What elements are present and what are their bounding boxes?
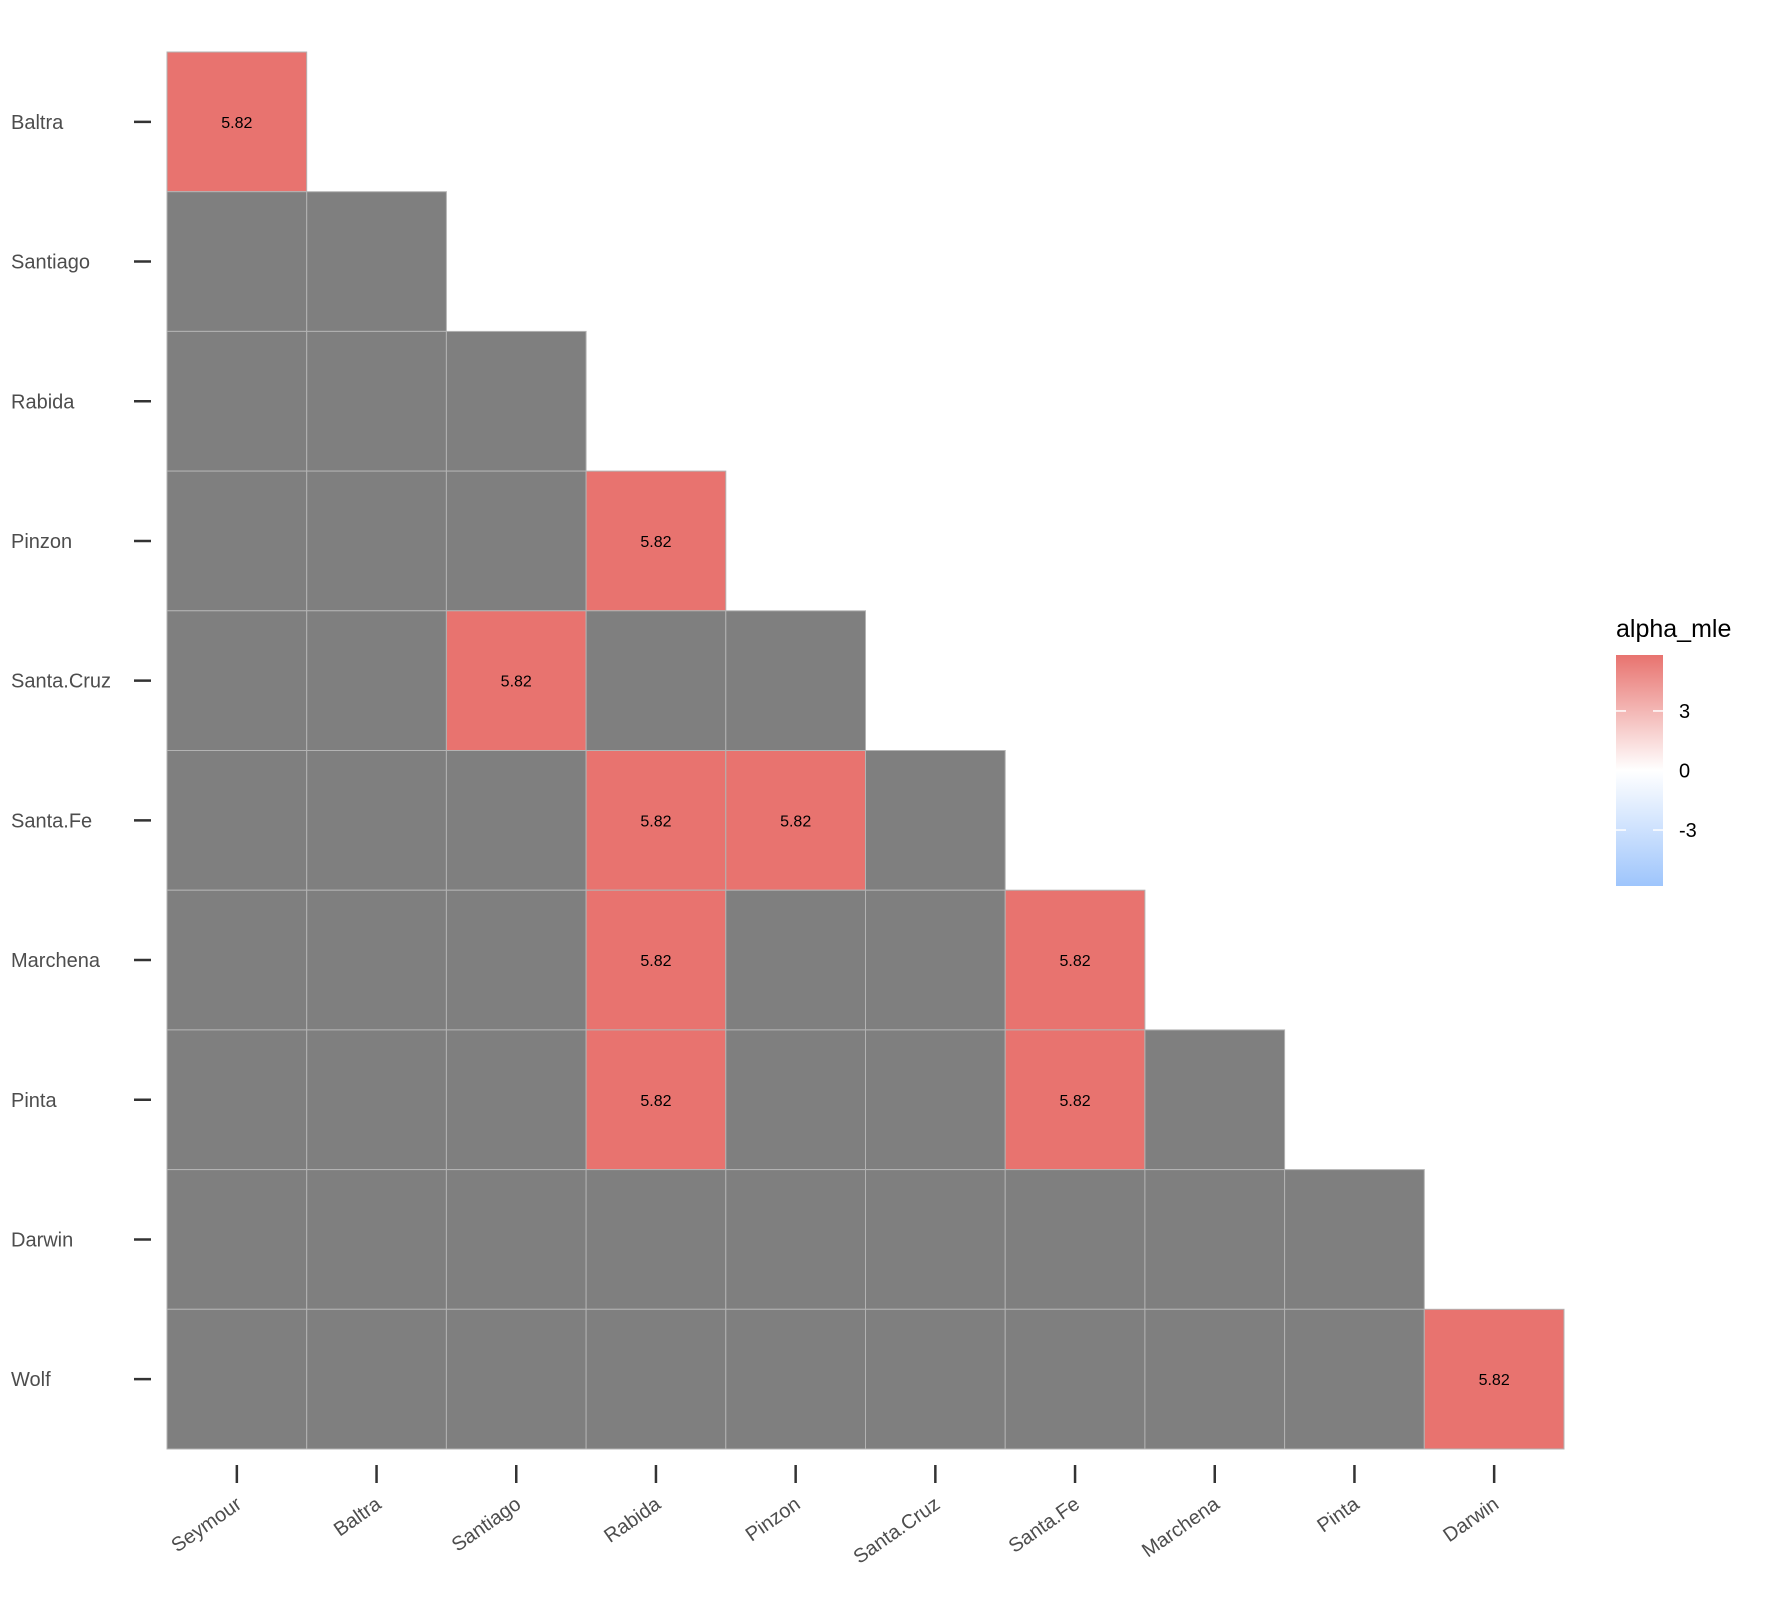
heatmap-cell — [166, 610, 308, 751]
heatmap-cell — [585, 889, 727, 1031]
y-tick-label: Darwin — [11, 1229, 73, 1251]
cell-value-label: 5.82 — [1479, 1372, 1510, 1389]
y-tick-label: Santa.Fe — [11, 810, 92, 832]
heatmap-cell — [306, 1029, 447, 1171]
heatmap-cell — [585, 750, 727, 891]
heatmap-cell — [725, 610, 866, 751]
heatmap-cell — [166, 470, 308, 612]
heatmap-cell — [445, 889, 587, 1031]
y-tick-label: Santa.Cruz — [11, 671, 111, 693]
heatmap-cell — [865, 1029, 1006, 1171]
heatmap-cell — [1423, 1308, 1565, 1450]
heatmap-cell — [166, 750, 308, 891]
heatmap-cell — [306, 1308, 447, 1450]
y-tick-label: Santiago — [11, 252, 90, 274]
x-tick-label: Baltra — [330, 1493, 386, 1541]
heatmap-cell — [1144, 1029, 1286, 1171]
heatmap-cell — [445, 470, 587, 612]
heatmap-cell — [865, 1308, 1006, 1450]
heatmap-cell — [166, 1029, 308, 1171]
cell-value-label: 5.82 — [1059, 953, 1090, 970]
heatmap-cell — [445, 330, 587, 472]
y-tick-label: Marchena — [11, 950, 101, 972]
heatmap-cell — [585, 1169, 727, 1310]
y-tick-label: Wolf — [11, 1369, 51, 1391]
legend-tick-label: 3 — [1679, 701, 1690, 723]
heatmap-cell — [166, 889, 308, 1031]
heatmap-cell — [306, 470, 447, 612]
heatmap-cell — [865, 750, 1006, 891]
heatmap-cell — [306, 330, 447, 472]
heatmap-cell — [445, 1169, 587, 1310]
legend-tick-label: 0 — [1679, 761, 1690, 783]
heatmap-cell — [865, 889, 1006, 1031]
legend-tick-label: -3 — [1679, 820, 1697, 842]
heatmap-cell — [166, 191, 308, 332]
heatmap-cell — [725, 1308, 866, 1450]
heatmap-cell — [585, 470, 727, 612]
x-tick-label: Rabida — [600, 1493, 665, 1548]
heatmap-cell — [865, 1169, 1006, 1310]
legend-ticks: 3 0 -3 — [1616, 701, 1697, 842]
cell-value-label: 5.82 — [501, 674, 532, 691]
heatmap-cell — [445, 1029, 587, 1171]
x-tick-label: Pinta — [1313, 1493, 1364, 1538]
x-tick-label: Marchena — [1138, 1493, 1224, 1563]
cell-value-label: 5.82 — [780, 813, 811, 830]
heatmap-cell — [1004, 1169, 1146, 1310]
heatmap-cell — [725, 889, 866, 1031]
cell-value-label: 5.82 — [640, 534, 671, 551]
x-tick-label: Pinzon — [742, 1493, 805, 1546]
y-axis: Baltra Santiago Rabida Pinzon Santa.Cruz Sant… — [11, 112, 151, 1391]
heatmap-cell — [585, 1029, 727, 1171]
heatmap-cell — [1284, 1169, 1425, 1310]
heatmap-cell — [166, 330, 308, 472]
heatmap-cell — [306, 1169, 447, 1310]
x-tick-label: Seymour — [168, 1493, 246, 1557]
legend: alpha_mle 3 0 -3 — [1616, 615, 1731, 886]
heatmap-cell — [1144, 1308, 1286, 1450]
y-tick-label: Pinta — [11, 1090, 57, 1112]
y-tick-label: Rabida — [11, 391, 75, 413]
x-axis: Seymour Baltra Santiago Rabida Pinzon Santa.C… — [168, 1465, 1503, 1568]
heatmap-cell — [445, 610, 587, 751]
y-tick-label: Pinzon — [11, 531, 72, 553]
heatmap-cell — [585, 1308, 727, 1450]
heatmap-cell — [306, 191, 447, 332]
cell-value-label: 5.82 — [1059, 1093, 1090, 1110]
heatmap-cell — [1004, 1308, 1146, 1450]
heatmap-cells: 5.82 5.82 5.82 5.82 5.82 5.82 5.82 5.82 5.82 5.82 — [166, 51, 1565, 1450]
heatmap-cell — [306, 889, 447, 1031]
heatmap-cell — [306, 610, 447, 751]
x-tick-label: Santa.Fe — [1005, 1493, 1084, 1558]
heatmap-cell — [1144, 1169, 1286, 1310]
heatmap-cell — [1284, 1308, 1425, 1450]
x-tick-label: Santiago — [448, 1493, 525, 1556]
heatmap-cell — [445, 1308, 587, 1450]
heatmap-cell — [725, 1169, 866, 1310]
cell-value-label: 5.82 — [221, 115, 252, 132]
y-tick-label: Baltra — [11, 112, 64, 134]
heatmap-cell — [166, 1308, 308, 1450]
legend-title: alpha_mle — [1616, 615, 1731, 643]
heatmap-cell — [166, 51, 308, 193]
x-tick-label: Darwin — [1439, 1493, 1503, 1547]
heatmap-cell — [306, 750, 447, 891]
heatmap-cell — [725, 1029, 866, 1171]
cell-value-label: 5.82 — [640, 1093, 671, 1110]
heatmap-cell — [585, 610, 727, 751]
cell-value-label: 5.82 — [640, 953, 671, 970]
x-tick-label: Santa.Cruz — [850, 1493, 945, 1568]
heatmap-cell — [725, 750, 866, 891]
heatmap-cell — [166, 1169, 308, 1310]
cell-value-label: 5.82 — [640, 813, 671, 830]
heatmap-cell — [445, 750, 587, 891]
